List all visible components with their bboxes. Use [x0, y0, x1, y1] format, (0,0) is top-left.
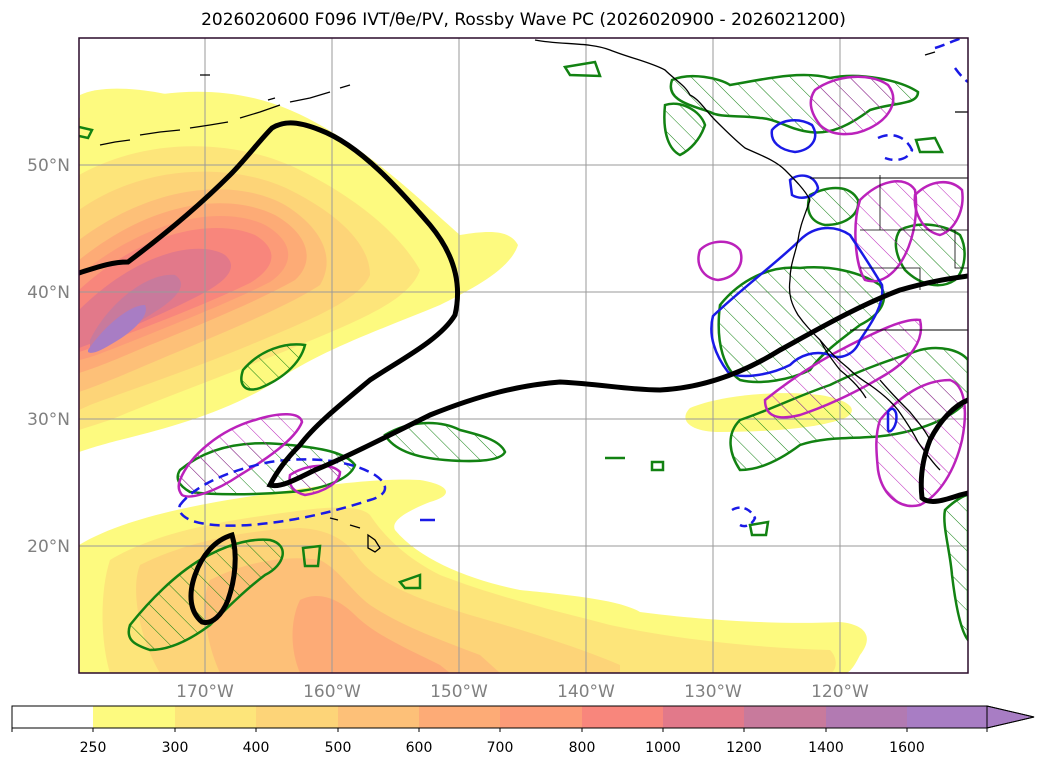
- lat-label-50: 50°N: [27, 156, 70, 176]
- green-contour-coast-north: [663, 102, 707, 157]
- green-contour-oregon: [806, 186, 860, 227]
- colorbar-seg-7: [582, 706, 663, 728]
- colorbar-ticks: [11, 728, 988, 732]
- lon-label-160: 160°W: [303, 682, 361, 702]
- blue-contour-oregon: [788, 174, 820, 199]
- lat-label-30: 30°N: [27, 410, 70, 430]
- pv-contour-mexico: [918, 397, 968, 504]
- colorbar-tick-800: 800: [569, 740, 596, 756]
- magenta-contour-nw-us: [854, 180, 918, 283]
- colorbar-seg-10: [826, 706, 907, 728]
- green-contour-pac-center: [383, 421, 507, 463]
- blue-contour-calif: [710, 226, 884, 378]
- pv-contour-hawaii-loop: [188, 531, 238, 626]
- coastlines: [99, 39, 968, 553]
- colorbar-tick-labels: 250 300 400 500 600 700 800 1000 1200 14…: [80, 740, 925, 756]
- islands-misc: [200, 51, 968, 113]
- blue-contours: [178, 38, 968, 528]
- green-blob-small-5: [562, 60, 602, 78]
- colorbar-seg-4: [338, 706, 419, 728]
- lon-label-140: 140°W: [557, 682, 615, 702]
- colorbar: 250 300 400 500 600 700 800 1000 1200 14…: [11, 705, 1035, 756]
- green-blob-small-6: [914, 136, 945, 154]
- blue-contour-small-east: [886, 407, 898, 433]
- colorbar-tick-500: 500: [325, 740, 352, 756]
- colorbar-tick-1200: 1200: [726, 740, 762, 756]
- coast-baja: [819, 339, 867, 399]
- magenta-contour-small: [697, 240, 743, 282]
- lat-label-40: 40°N: [27, 283, 70, 303]
- green-blob-small-2: [650, 460, 665, 472]
- lon-label-170: 170°W: [176, 682, 234, 702]
- colorbar-tick-1400: 1400: [808, 740, 844, 756]
- blue-contour-ne: [770, 119, 817, 154]
- green-blob-small-8: [301, 544, 322, 568]
- magenta-contours: [177, 75, 967, 508]
- colorbar-tick-700: 700: [487, 740, 514, 756]
- colorbar-tick-1600: 1600: [889, 740, 925, 756]
- lat-labels: 50°N 40°N 30°N 20°N: [27, 156, 70, 557]
- colorbar-tick-1000: 1000: [645, 740, 681, 756]
- colorbar-seg-9: [744, 706, 826, 728]
- magenta-contour-hawaii-2: [288, 464, 342, 497]
- green-contour-calif: [717, 266, 886, 384]
- coast-gulf-calif: [879, 379, 931, 441]
- coast-aleutians: [99, 84, 351, 146]
- lat-label-20: 20°N: [27, 537, 70, 557]
- colorbar-seg-2: [175, 706, 256, 728]
- green-blob-small-7: [79, 125, 94, 140]
- colorbar-outline: [11, 705, 1035, 729]
- colorbar-extend-arrow: [986, 705, 1035, 729]
- colorbar-seg-1: [93, 706, 175, 728]
- ivt-shading: [79, 88, 867, 673]
- magenta-contour-ne: [809, 75, 895, 136]
- colorbar-tick-300: 300: [162, 740, 189, 756]
- blue-contour-hawaii-dashed: [178, 458, 387, 527]
- coast-pnw: [788, 199, 941, 471]
- colorbar-seg-11: [907, 706, 987, 728]
- green-blob-small-3: [748, 520, 770, 537]
- green-contour-south-right: [943, 493, 968, 643]
- lon-label-120: 120°W: [811, 682, 869, 702]
- figure-title: 2026020600 F096 IVT/θe/PV, Rossby Wave P…: [201, 10, 846, 30]
- colorbar-seg-6: [500, 706, 582, 728]
- green-blob-small-4: [397, 573, 422, 590]
- ivt-level-250-north-extra: [80, 88, 170, 119]
- blue-contour-dashed-top: [934, 38, 968, 84]
- ivt-level-1400-north: [88, 305, 146, 353]
- map-frame: [78, 37, 969, 674]
- pv-contour-main: [79, 120, 968, 489]
- state-borders: [860, 175, 968, 290]
- lon-label-130: 130°W: [684, 682, 742, 702]
- lon-label-150: 150°W: [430, 682, 488, 702]
- green-contour-midpac: [240, 343, 307, 391]
- colorbar-tick-400: 400: [243, 740, 270, 756]
- colorbar-tick-600: 600: [406, 740, 433, 756]
- map-area: [79, 38, 968, 673]
- colorbar-seg-5: [419, 706, 500, 728]
- coast-alaska-south: [534, 39, 811, 201]
- pv-contours: [79, 120, 968, 626]
- colorbar-seg-0: [12, 706, 93, 728]
- lon-labels: 170°W 160°W 150°W 140°W 130°W 120°W: [176, 682, 869, 702]
- colorbar-seg-8: [663, 706, 744, 728]
- colorbar-seg-3: [256, 706, 338, 728]
- magenta-contour-nw-us-2: [913, 181, 964, 237]
- blue-contour-dashed-ne: [877, 133, 914, 162]
- blue-contour-dashed-small: [731, 506, 757, 528]
- colorbar-tick-250: 250: [80, 740, 107, 756]
- hawaii-islands: [329, 517, 381, 553]
- magenta-contour-hawaii: [177, 413, 304, 498]
